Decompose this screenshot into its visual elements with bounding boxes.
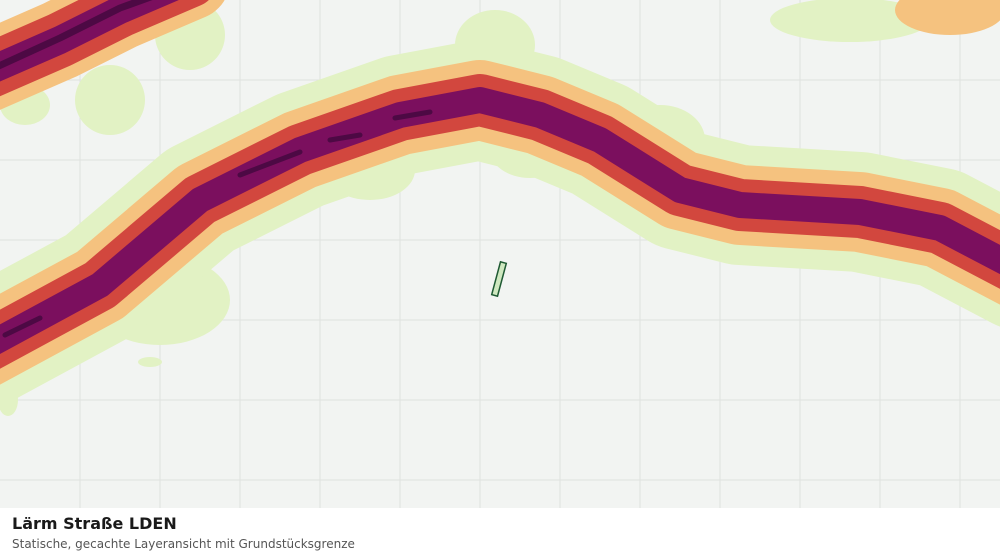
map — [0, 0, 1000, 508]
parcel-boundary — [490, 260, 508, 298]
caption: Lärm Straße LDEN Statische, gecachte Lay… — [0, 508, 1000, 560]
road-noise-north — [0, 0, 1000, 110]
road-noise-main — [0, 40, 1000, 407]
layer-subtitle: Statische, gecachte Layeransicht mit Gru… — [12, 537, 355, 551]
layer-title: Lärm Straße LDEN — [12, 514, 177, 533]
